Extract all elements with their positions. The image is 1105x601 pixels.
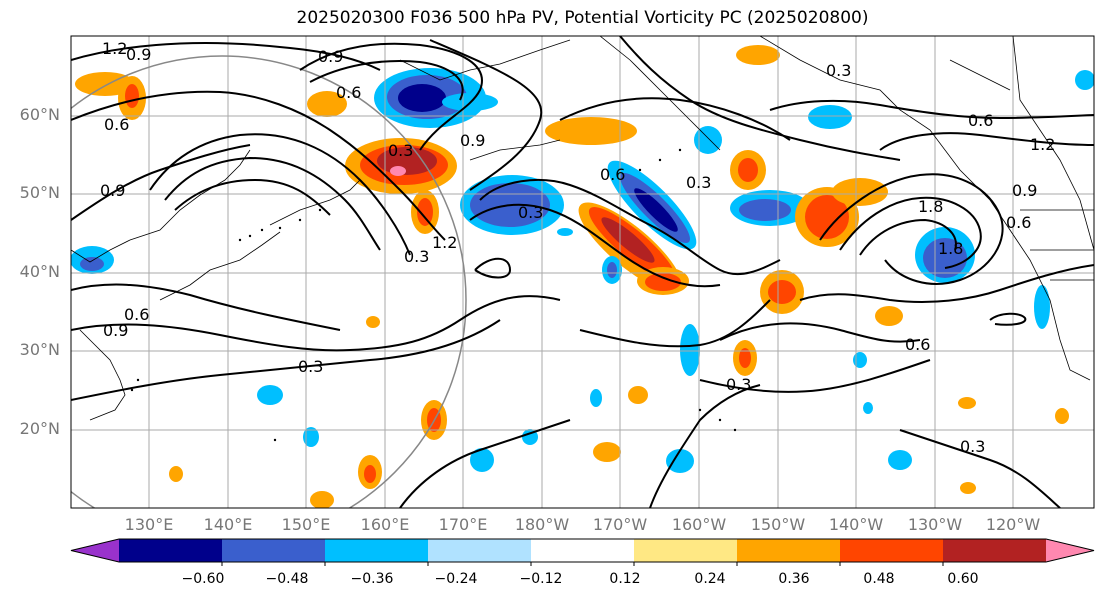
contour-label: 0.9 <box>126 45 151 64</box>
contour-label: 0.6 <box>1006 213 1031 232</box>
colorbar-tick-label: 0.24 <box>694 571 726 587</box>
pv-contours <box>71 36 1094 508</box>
islands <box>130 148 737 442</box>
contour-label: 0.6 <box>968 111 993 130</box>
range-circle <box>71 55 467 508</box>
lat-label: 50°N <box>19 183 60 202</box>
contour-label: 0.3 <box>686 173 711 192</box>
contour-label: 0.3 <box>388 141 413 160</box>
contour-label: 0.6 <box>336 83 361 102</box>
contour-label: 0.9 <box>1012 181 1037 200</box>
contour-label: 0.9 <box>103 321 128 340</box>
contour-label: 0.6 <box>104 115 129 134</box>
lon-label: 130°E <box>124 515 174 534</box>
contour-label: 1.2 <box>1030 135 1055 154</box>
lat-label: 60°N <box>19 105 60 124</box>
lon-label: 150°W <box>750 515 806 534</box>
colorbar-tick-label: 0.12 <box>609 571 641 587</box>
lon-label: 160°E <box>360 515 410 534</box>
lon-label: 170°W <box>592 515 648 534</box>
colorbar-tick-label: −0.36 <box>350 571 394 587</box>
lat-label: 40°N <box>19 262 60 281</box>
colorbar-tick-label: 0.60 <box>947 571 979 587</box>
colorbar-tick-label: −0.12 <box>519 571 563 587</box>
colorbar-tick-label: −0.24 <box>434 571 478 587</box>
pv-anomaly-fill <box>71 45 1094 508</box>
contour-label: 0.9 <box>318 47 343 66</box>
lon-label: 160°W <box>671 515 727 534</box>
contour-label: 0.9 <box>460 131 485 150</box>
colorbar-tick-label: 0.36 <box>778 571 810 587</box>
contour-label: 1.8 <box>918 197 943 216</box>
colorbar-tick-label: −0.48 <box>265 571 309 587</box>
contour-label: 0.3 <box>960 437 985 456</box>
lon-label: 140°E <box>203 515 253 534</box>
contour-label: 1.2 <box>432 233 457 252</box>
colorbar-tick-label: 0.48 <box>863 571 895 587</box>
contour-label: 1.8 <box>938 239 963 258</box>
contour-label: 0.6 <box>905 335 930 354</box>
coastlines <box>71 36 1094 421</box>
contour-label: 0.3 <box>518 203 543 222</box>
lon-label: 180°W <box>514 515 570 534</box>
contour-label: 0.9 <box>100 181 125 200</box>
contour-label: 0.3 <box>726 375 751 394</box>
chart-title: 2025020300 F036 500 hPa PV, Potential Vo… <box>296 8 869 28</box>
lat-label: 20°N <box>19 419 60 438</box>
lon-label: 150°E <box>281 515 331 534</box>
contour-label: 0.3 <box>826 61 851 80</box>
contour-label: 0.6 <box>600 165 625 184</box>
lon-label: 170°E <box>438 515 488 534</box>
lat-label: 30°N <box>19 340 60 359</box>
colorbar-tick-label: −0.60 <box>181 571 225 587</box>
map-frame <box>70 35 1095 509</box>
contour-label: 1.2 <box>102 39 127 58</box>
contour-label: 0.3 <box>298 357 323 376</box>
lon-label: 120°W <box>985 515 1041 534</box>
lon-label: 140°W <box>828 515 884 534</box>
contour-label-group: 1.2 0.9 0.9 0.6 0.3 0.6 0.9 1.2 0.3 0.3 … <box>100 39 1055 456</box>
contour-label: 0.3 <box>404 247 429 266</box>
lon-label: 130°W <box>907 515 963 534</box>
contour-label: 0.6 <box>124 305 149 324</box>
